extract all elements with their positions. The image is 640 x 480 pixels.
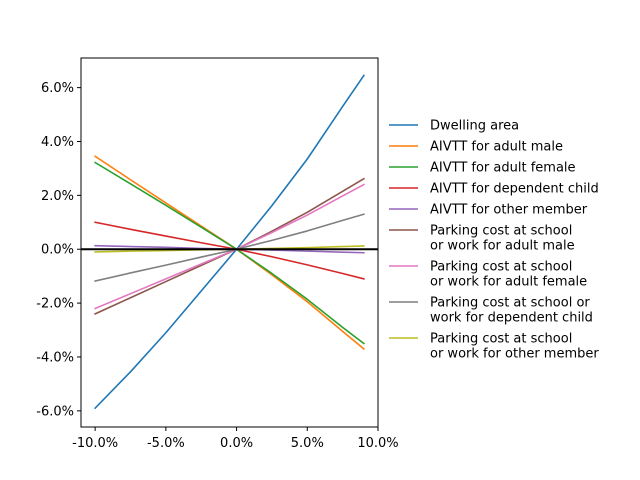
legend-label-line: Parking cost at school or (430, 296, 590, 311)
y-tick-label-2: -4.0% (36, 350, 74, 365)
y-tick-label-3: -2.0% (36, 297, 74, 312)
legend-label-line: AIVTT for adult female (430, 161, 576, 176)
legend-label-8: Parking cost at school or work for depend… (430, 296, 593, 326)
legend-label-line: or work for adult male (430, 239, 575, 254)
legend-label-line: or work for adult female (430, 275, 587, 290)
legend-label-7: Parking cost at school or work for adult … (430, 260, 587, 290)
x-tick-label-1: -10.0% (72, 436, 118, 451)
legend-label-line: Parking cost at school (430, 224, 572, 239)
legend: Dwelling area AIVTT for adult male AIVTT f… (389, 119, 599, 362)
x-tick-label-5: 10.0% (357, 436, 398, 451)
legend-label-9: Parking cost at school or work for other … (430, 332, 599, 362)
y-tick-label-7: 6.0% (41, 81, 74, 96)
y-tick-label-4: 0.0% (41, 243, 74, 258)
series-line-1 (94, 74, 365, 410)
y-tick-label-5: 2.0% (41, 189, 74, 204)
legend-label-5: AIVTT for other member (430, 203, 588, 218)
legend-label-line: AIVTT for adult male (430, 140, 563, 155)
legend-label-1: Dwelling area (430, 119, 519, 134)
y-tick-label-1: -6.0% (36, 404, 74, 419)
legend-label-line: AIVTT for dependent child (430, 182, 599, 197)
x-tick-label-3: 0.0% (220, 436, 253, 451)
legend-label-4: AIVTT for dependent child (430, 182, 599, 197)
series-layer (94, 74, 365, 410)
x-tick-label-4: 5.0% (291, 436, 324, 451)
plot-frame (80, 57, 379, 428)
axes-layer: -6.0% -4.0% -2.0% 0.0% 2.0% 4.0% 6.0% -10.0% -5.… (36, 57, 399, 451)
legend-label-line: Dwelling area (430, 119, 519, 134)
legend-label-line: AIVTT for other member (430, 203, 588, 218)
legend-label-3: AIVTT for adult female (430, 161, 576, 176)
legend-label-2: AIVTT for adult male (430, 140, 563, 155)
legend-label-line: work for dependent child (430, 311, 593, 326)
legend-label-line: Parking cost at school (430, 260, 572, 275)
y-tick-label-6: 4.0% (41, 135, 74, 150)
x-tick-label-2: -5.0% (147, 436, 185, 451)
legend-label-line: or work for other member (430, 347, 599, 362)
legend-label-line: Parking cost at school (430, 332, 572, 347)
legend-label-6: Parking cost at school or work for adult … (430, 224, 575, 254)
